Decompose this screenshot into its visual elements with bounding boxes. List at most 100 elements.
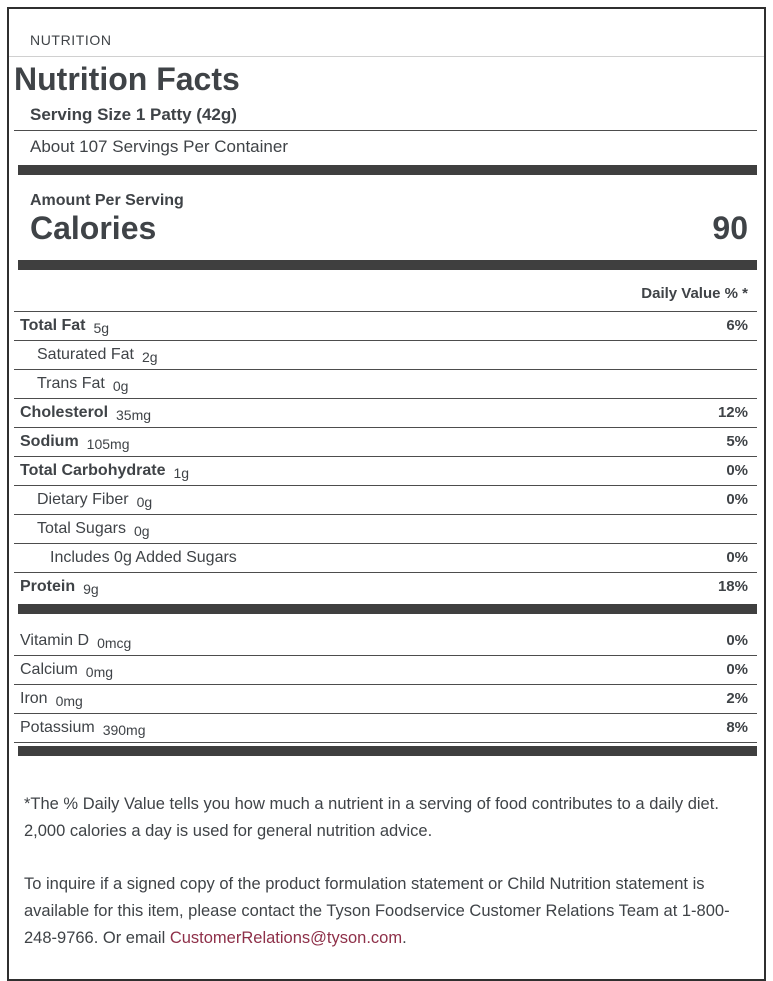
header-divider [9, 56, 764, 57]
calories-label: Calories [30, 210, 157, 246]
thick-separator-bar [18, 746, 757, 756]
row-divider [14, 485, 757, 486]
nutrient-row: Trans Fat 0g [9, 370, 764, 398]
nutrient-name-group: Total Carbohydrate 1g [20, 461, 190, 481]
nutrient-amount: 0mg [85, 664, 114, 680]
nutrient-row: Calcium 0mg 0% [9, 656, 764, 684]
row-divider [14, 655, 757, 656]
nutrient-label: Trans Fat [37, 375, 105, 392]
nutrient-label: Total Carbohydrate [20, 462, 166, 479]
nutrient-amount: 390mg [102, 722, 146, 738]
nutrient-name-group: Trans Fat 0g [37, 374, 129, 394]
nutrient-daily-value: 5% [726, 433, 748, 450]
nutrient-label: Dietary Fiber [37, 491, 129, 508]
nutrient-amount: 0g [136, 494, 153, 510]
row-divider [14, 713, 757, 714]
nutrient-label: Total Fat [20, 317, 86, 334]
page-title: Nutrition Facts [14, 61, 240, 97]
nutrient-name-group: Dietary Fiber 0g [37, 490, 153, 510]
nutrient-amount: 1g [173, 465, 190, 481]
nutrient-row: Protein 9g 18% [9, 573, 764, 601]
nutrient-amount: 0g [112, 378, 129, 394]
row-divider [14, 543, 757, 544]
nutrient-amount: 2g [141, 349, 158, 365]
row-divider [14, 684, 757, 685]
nutrient-row: Dietary Fiber 0g 0% [9, 486, 764, 514]
nutrient-name-group: Cholesterol 35mg [20, 403, 152, 423]
servings-per-container: About 107 Servings Per Container [30, 137, 288, 156]
serving-divider [14, 130, 757, 131]
nutrient-daily-value: 6% [726, 317, 748, 334]
nutrient-row: Vitamin D 0mcg 0% [9, 627, 764, 655]
calories-value: 90 [712, 210, 748, 246]
row-divider [14, 427, 757, 428]
contact-text-after: . [402, 929, 407, 947]
calories-row: Calories 90 [9, 210, 764, 260]
nutrient-name-group: Protein 9g [20, 577, 99, 597]
nutrient-row: Sodium 105mg 5% [9, 428, 764, 456]
nutrient-label: Saturated Fat [37, 346, 134, 363]
nutrient-label: Calcium [20, 661, 78, 678]
row-divider [14, 742, 757, 743]
nutrient-row: Iron 0mg 2% [9, 685, 764, 713]
customer-relations-email-link[interactable]: CustomerRelations@tyson.com [169, 929, 403, 947]
vitamin-rows: Vitamin D 0mcg 0% Calcium 0mg 0% Iron 0mg 2% Pota… [9, 614, 764, 743]
row-divider [14, 340, 757, 341]
nutrient-label: Cholesterol [20, 404, 109, 421]
row-divider [14, 311, 757, 312]
nutrient-label: Total Sugars [37, 520, 126, 537]
thick-separator-bar [18, 260, 757, 270]
row-divider [14, 369, 757, 370]
nutrient-name-group: Vitamin D 0mcg [20, 631, 132, 651]
nutrient-label: Sodium [20, 433, 79, 450]
nutrient-name-group: Potassium 390mg [20, 718, 146, 738]
nutrient-row: Total Sugars 0g [9, 515, 764, 543]
nutrient-daily-value: 0% [726, 462, 748, 479]
nutrient-name-group: Includes 0g Added Sugars [50, 548, 237, 567]
daily-value-header: Daily Value % * [641, 285, 748, 302]
row-divider [14, 398, 757, 399]
nutrient-amount: 0mg [55, 693, 83, 709]
nutrient-row: Total Carbohydrate 1g 0% [9, 457, 764, 485]
nutrient-amount: 5g [93, 320, 110, 336]
nutrient-amount: 35mg [116, 407, 152, 423]
nutrition-facts-panel: NUTRITION Nutrition Facts Serving Size 1… [7, 7, 766, 981]
nutrient-amount: 0g [133, 523, 150, 539]
nutrient-rows: Total Fat 5g 6% Saturated Fat 2g Trans Fat 0g C… [9, 311, 764, 601]
nutrient-row: Total Fat 5g 6% [9, 312, 764, 340]
nutrient-daily-value: 0% [726, 491, 748, 508]
section-label: NUTRITION [30, 32, 112, 48]
serving-size: Serving Size 1 Patty (42g) [30, 105, 237, 124]
nutrient-name-group: Total Fat 5g [20, 316, 110, 336]
nutrient-daily-value: 0% [726, 549, 748, 566]
nutrient-label: Includes 0g Added Sugars [50, 549, 237, 566]
row-divider [14, 514, 757, 515]
nutrient-amount: 0mcg [97, 635, 132, 651]
nutrient-label: Potassium [20, 719, 95, 736]
nutrient-row: Cholesterol 35mg 12% [9, 399, 764, 427]
row-divider [14, 572, 757, 573]
daily-value-footnote: *The % Daily Value tells you how much a … [24, 794, 719, 840]
amount-per-serving-label: Amount Per Serving [30, 192, 184, 209]
nutrient-name-group: Calcium 0mg [20, 660, 114, 680]
nutrient-label: Iron [20, 690, 48, 707]
nutrient-row: Includes 0g Added Sugars 0% [9, 544, 764, 572]
nutrient-row: Saturated Fat 2g [9, 341, 764, 369]
nutrient-name-group: Sodium 105mg [20, 432, 130, 452]
row-divider [14, 456, 757, 457]
nutrient-daily-value: 2% [726, 690, 748, 707]
nutrient-daily-value: 0% [726, 632, 748, 649]
nutrient-daily-value: 8% [726, 719, 748, 736]
nutrient-daily-value: 0% [726, 661, 748, 678]
nutrient-name-group: Saturated Fat 2g [37, 345, 158, 365]
nutrient-daily-value: 12% [717, 404, 748, 421]
nutrient-name-group: Iron 0mg [20, 689, 83, 709]
thick-separator-bar [18, 165, 757, 175]
nutrient-row: Potassium 390mg 8% [9, 714, 764, 742]
nutrient-amount: 105mg [86, 436, 130, 452]
contact-paragraph: To inquire if a signed copy of the produ… [9, 861, 764, 958]
nutrient-amount: 9g [83, 581, 99, 597]
nutrient-label: Vitamin D [20, 632, 90, 649]
thick-separator-bar [18, 604, 757, 614]
nutrient-daily-value: 18% [717, 578, 748, 595]
